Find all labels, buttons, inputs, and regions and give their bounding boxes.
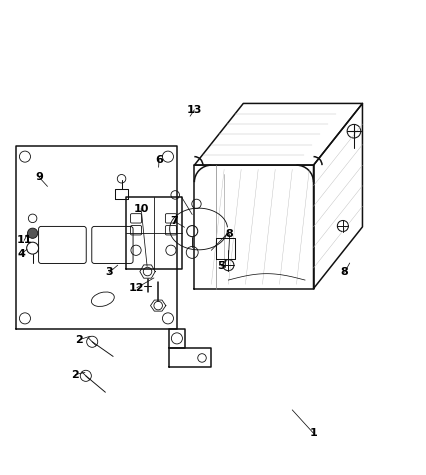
Text: 10: 10	[133, 204, 149, 214]
Text: 8: 8	[340, 267, 348, 277]
Text: 2: 2	[75, 335, 83, 345]
Text: 13: 13	[186, 105, 201, 115]
Text: 11: 11	[16, 236, 32, 246]
Text: 2: 2	[71, 370, 79, 380]
Text: 5: 5	[217, 261, 225, 271]
Text: 8: 8	[225, 229, 233, 239]
Text: 9: 9	[35, 172, 43, 182]
Text: 4: 4	[17, 249, 25, 259]
Text: 1: 1	[309, 428, 317, 438]
Text: 3: 3	[105, 267, 113, 277]
Circle shape	[27, 228, 37, 238]
Text: 12: 12	[129, 283, 144, 293]
Text: 6: 6	[155, 155, 163, 165]
Text: 7: 7	[170, 216, 178, 226]
